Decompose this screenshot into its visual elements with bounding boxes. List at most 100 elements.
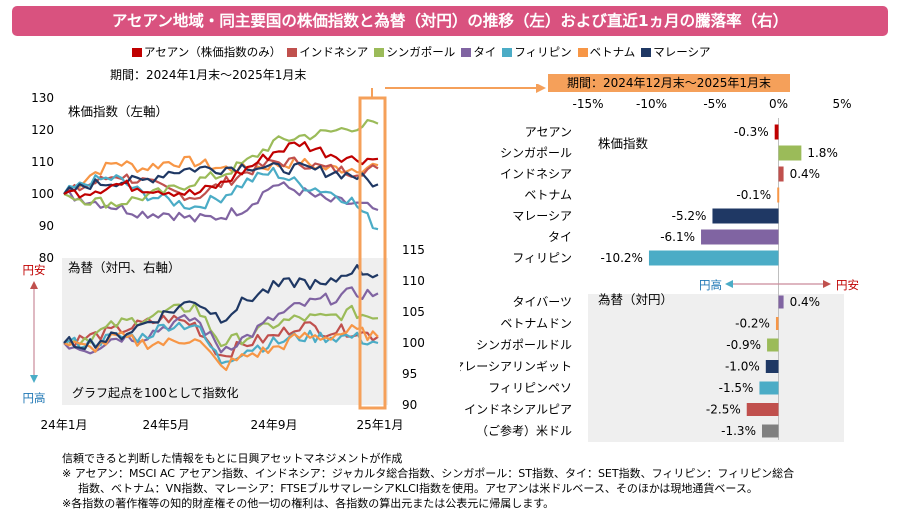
stock-value-label: -0.3% (734, 125, 769, 139)
stock-line-asean (63, 141, 379, 199)
right-y-tick-1: 95 (402, 367, 417, 381)
fx-bar-philippines (759, 381, 779, 395)
yen-arrow-down (30, 375, 38, 383)
legend-swatch (502, 48, 513, 57)
right-y-tick-4: 110 (402, 274, 425, 288)
fx-value-label: -0.9% (726, 338, 761, 352)
stock-category-label: フィリピン (512, 251, 572, 265)
fx-bar-singapore (767, 338, 779, 352)
stock-value-label: -6.1% (660, 230, 695, 244)
bar-yen-strong-label: 円高 (699, 278, 722, 292)
stock-line-malaysia (63, 161, 379, 195)
stock-category-label: ベトナム (524, 188, 572, 202)
index-note: グラフ起点を100として指数化 (72, 385, 239, 400)
stock-value-label: -10.2% (601, 251, 643, 265)
fx-bar-thailand (778, 295, 784, 309)
stock-category-label: シンガポール (500, 146, 572, 160)
fx-bar-indonesia (746, 403, 779, 416)
stock-line-philippines (63, 166, 379, 231)
left-y-tick-4: 120 (31, 123, 54, 137)
left-y-tick-3: 110 (31, 155, 54, 169)
stock-line-singapore (63, 118, 379, 209)
left-y-tick-2: 100 (31, 187, 54, 201)
bar-x-tick-2: -5% (703, 97, 726, 111)
fx-value-label: -1.3% (721, 424, 756, 438)
legend-label: マレーシア (653, 45, 711, 59)
chart-title: アセアン地域・同主要国の株価指数と為替（対円）の推移（左）および直近1ヵ月の騰落… (12, 6, 888, 36)
fx-bar-panel-bg (588, 294, 844, 442)
legend-swatch (461, 48, 472, 57)
bar-x-tick-1: -10% (636, 97, 667, 111)
right-y-tick-2: 100 (402, 336, 425, 350)
x-tick-0: 24年1月 (41, 418, 88, 432)
stock-bar-indonesia (778, 166, 784, 182)
stock-category-label: アセアン (525, 125, 572, 139)
right-y-tick-5: 115 (402, 243, 425, 257)
stock-value-label: -0.1% (736, 188, 771, 202)
x-tick-3: 25年1月 (357, 418, 404, 432)
stock-bar-vietnam (777, 187, 780, 203)
bar-yen-arrow-left (725, 280, 733, 288)
fx-value-label: -1.0% (725, 360, 760, 374)
fx-category-label: マレーシアリンギット (460, 360, 572, 374)
fx-panel-bg (62, 258, 388, 405)
right-period-label: 期間：2024年12月末～2025年1月末 (548, 74, 790, 92)
fx-axis-label: 為替（対円、右軸） (68, 260, 181, 275)
fx-category-label: ベトナムドン (500, 317, 572, 331)
legend-label: インドネシア (299, 45, 369, 59)
stock-axis-label: 株価指数（左軸） (68, 104, 168, 119)
stock-bar-philippines (648, 250, 779, 266)
legend-label: タイ (473, 45, 497, 59)
left-line-chart: 80 90 100 110 120 130 90 95 100 105 110 115 24年1月 24年… (23, 87, 460, 432)
legend-swatch (132, 48, 142, 57)
footnote-indices-2: 指数、ベトナム：VN指数、マレーシア：FTSEブルサマレーシアKLCI指数を使用… (78, 482, 758, 495)
footnote-indices-1: ※ アセアン：MSCI AC アセアン指数、インドネシア：ジャカルタ総合指数、シ… (62, 467, 795, 480)
legend: アセアン（株価指数のみ） インドネシア シンガポール タイ フィリピン ベトナム マレーシア (132, 44, 717, 62)
fx-line-singapore (63, 302, 379, 348)
left-period-label: 期間：2024年1月末～2025年1月末 (110, 68, 307, 82)
stock-bar-asean (774, 124, 779, 140)
legend-item-4: フィリピン (502, 44, 572, 60)
stock-category-label: インドネシア (500, 167, 572, 181)
legend-swatch (577, 48, 588, 57)
stock-category-label: マレーシア (512, 209, 572, 223)
legend-label: アセアン（株価指数のみ） (144, 45, 282, 59)
stock-value-label: 1.8% (807, 146, 838, 160)
fx-category-label: シンガポールドル (476, 338, 572, 352)
fx-category-label: インドネシアルピア (464, 403, 572, 417)
footnote-copyright: ※各指数の著作権等の知的財産権その他一切の権利は、各指数の算出元または公表元に帰… (62, 497, 555, 510)
fx-category-label: タイバーツ (512, 295, 572, 309)
legend-item-5: ベトナム (577, 44, 636, 60)
stock-group-label: 株価指数 (598, 136, 649, 151)
legend-item-0: アセアン（株価指数のみ） (132, 44, 281, 60)
stock-value-label: -5.2% (672, 209, 707, 223)
yen-weak-label: 円安 (23, 263, 46, 277)
legend-item-3: タイ (461, 44, 496, 60)
legend-item-1: インドネシア (287, 44, 368, 60)
legend-label: ベトナム (589, 45, 636, 59)
stock-value-label: 0.4% (790, 167, 821, 181)
bar-yen-weak-label: 円安 (836, 278, 859, 292)
fx-bar-malaysia (765, 360, 779, 373)
legend-swatch (641, 48, 652, 57)
left-y-tick-0: 80 (39, 251, 54, 265)
legend-label: フィリピン (514, 45, 572, 59)
right-y-tick-0: 90 (402, 398, 417, 412)
connector-arrowhead (536, 84, 546, 93)
stock-line-vietnam (63, 155, 379, 195)
fx-value-label: 0.4% (790, 295, 821, 309)
right-y-tick-3: 105 (402, 305, 425, 319)
fx-value-label: -1.5% (719, 381, 754, 395)
fx-line-malaysia (63, 264, 379, 351)
legend-swatch (374, 48, 385, 57)
yen-strong-label: 円高 (23, 391, 46, 405)
fx-category-label: （ご参考）米ドル (476, 423, 572, 438)
fx-line-thailand (63, 286, 379, 355)
fx-bar-vietnam (775, 317, 779, 330)
footnote-source: 信頼できると判断した情報をもとに日興アセットマネジメントが作成 (62, 452, 403, 465)
left-y-tick-5: 130 (31, 91, 54, 105)
fx-bar-usd (761, 424, 779, 438)
bar-x-tick-0: -15% (572, 97, 603, 111)
yen-arrow-up (30, 281, 38, 289)
